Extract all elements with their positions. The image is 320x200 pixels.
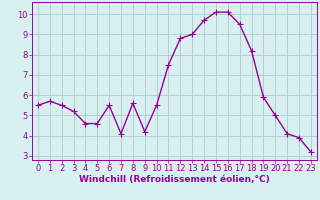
X-axis label: Windchill (Refroidissement éolien,°C): Windchill (Refroidissement éolien,°C) [79,175,270,184]
